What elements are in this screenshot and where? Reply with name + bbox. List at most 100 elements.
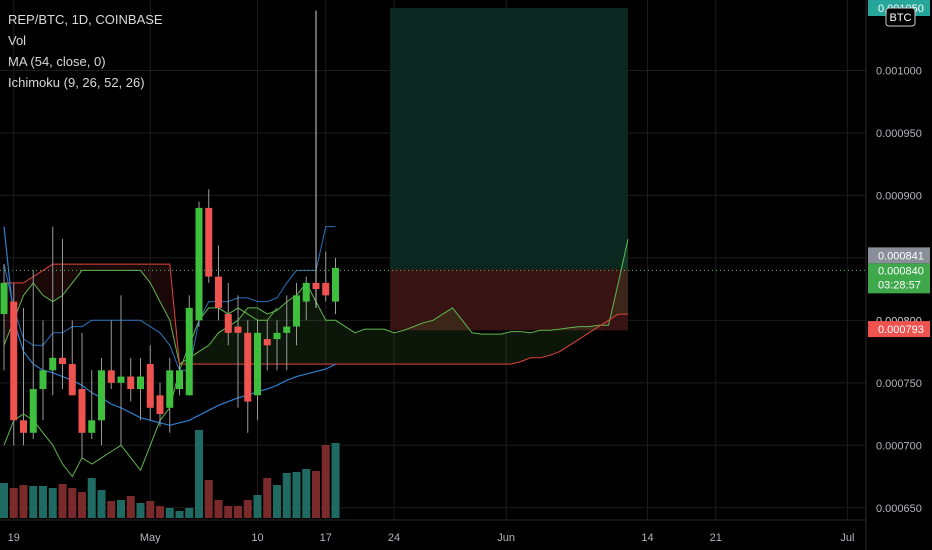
time-tick-label: 21	[710, 532, 722, 544]
cloud-segment	[433, 314, 443, 365]
cloud-segment	[72, 264, 82, 283]
volume-bar	[29, 486, 38, 518]
volume-bar	[117, 500, 125, 518]
volume-bars	[0, 430, 340, 518]
volume-bar	[58, 484, 67, 518]
time-tick-label: 17	[320, 532, 332, 544]
volume-bar	[126, 496, 135, 518]
candle-body	[117, 376, 125, 383]
time-axis: 19 May 10 17 24 Jun 14 21 Jul	[0, 519, 866, 544]
cloud-segment	[530, 330, 541, 358]
candle-body	[322, 282, 330, 296]
legend-volume: Vol	[8, 33, 27, 48]
cloud-segment	[43, 264, 53, 302]
candle-body	[205, 207, 213, 277]
candle-body	[283, 326, 291, 333]
cloud-segment	[140, 264, 151, 283]
cloud-segment	[481, 334, 492, 365]
time-tick-label: Jul	[840, 532, 854, 544]
currency-badge-box	[885, 7, 916, 27]
volume-bar	[87, 478, 96, 518]
cloud-segment	[442, 307, 453, 365]
volume-bar	[156, 506, 164, 518]
candle-body	[98, 370, 105, 421]
cloud-segment	[520, 331, 531, 362]
price-tick-label: 0.000900	[876, 190, 922, 202]
last-price-text: 0.000840	[878, 265, 924, 277]
cloud-segment	[121, 264, 131, 271]
candle-body	[166, 370, 174, 408]
candle-body	[263, 339, 271, 346]
cloud-segment	[62, 264, 73, 296]
legend-title: REP/BTC, 1D, COINBASE	[8, 12, 163, 27]
time-tick-label: May	[140, 532, 161, 544]
volume-bar	[331, 443, 340, 518]
candle-body	[78, 389, 86, 433]
candle-body	[176, 370, 183, 390]
cloud-segment	[462, 320, 472, 365]
ichimoku-price-tag: 0.000793	[868, 321, 930, 338]
stop-zone	[390, 269, 628, 331]
cloud-segment	[559, 327, 570, 352]
candle-body	[0, 282, 8, 315]
cloud-segment	[472, 332, 482, 365]
volume-bar	[224, 506, 233, 518]
target-zone	[390, 8, 628, 270]
candle-body	[68, 364, 76, 396]
ichimoku-cloud	[3, 238, 629, 365]
candle-body	[293, 295, 300, 327]
volume-bar	[136, 503, 145, 518]
countdown-text: 03:28:57	[878, 279, 921, 291]
cloud-segment	[384, 329, 394, 365]
candle-body	[39, 370, 47, 390]
cloud-segment	[208, 332, 219, 365]
price-tick-label: 0.000750	[876, 378, 922, 390]
last-price-tag: 0.000840 03:28:57	[868, 263, 930, 294]
cloud-segment	[511, 331, 521, 365]
cloud-segment	[101, 264, 112, 271]
cloud-segment	[423, 320, 433, 365]
cloud-segment	[355, 329, 365, 365]
cloud-segment	[199, 345, 209, 365]
candle-body	[273, 332, 281, 340]
volume-bar	[165, 508, 174, 518]
candle-body	[49, 357, 57, 371]
volume-bar	[204, 480, 213, 518]
volume-bar	[48, 488, 57, 518]
cloud-segment	[540, 330, 550, 358]
candle-body	[215, 276, 222, 308]
volume-bar	[19, 485, 28, 518]
reference-price-tag-text: 0.000841	[878, 250, 924, 262]
cloud-segment	[364, 329, 375, 365]
volume-bar	[107, 501, 116, 518]
price-tick-label: 0.000950	[876, 128, 922, 140]
cloud-segment	[316, 301, 326, 365]
candle-body	[146, 364, 154, 408]
legend-ichimoku: Ichimoku (9, 26, 52, 26)	[8, 75, 145, 90]
volume-bar	[253, 495, 262, 518]
price-tick-label: 0.000650	[876, 503, 922, 515]
cloud-segment	[111, 264, 121, 271]
candle-body	[234, 326, 242, 333]
candle-body	[29, 389, 37, 433]
volume-bar	[9, 488, 18, 518]
volume-bar	[195, 430, 203, 518]
cloud-segment	[452, 307, 463, 365]
volume-bar	[321, 445, 330, 518]
volume-bar	[292, 472, 301, 518]
candle-body	[137, 376, 144, 390]
candle-body	[332, 267, 339, 302]
cloud-segment	[345, 326, 355, 365]
volume-bar	[263, 478, 272, 518]
legend-moving-average: MA (54, close, 0)	[8, 54, 106, 69]
candle-body	[302, 282, 310, 302]
volume-bar	[0, 483, 8, 518]
cloud-segment	[267, 310, 277, 365]
ichimoku-lagging-line	[3, 307, 278, 478]
cloud-segment	[501, 331, 511, 365]
candle-body	[254, 332, 261, 396]
price-tick-label: 0.000700	[876, 440, 922, 452]
cloud-segment	[150, 264, 160, 302]
volume-bar	[146, 501, 155, 518]
